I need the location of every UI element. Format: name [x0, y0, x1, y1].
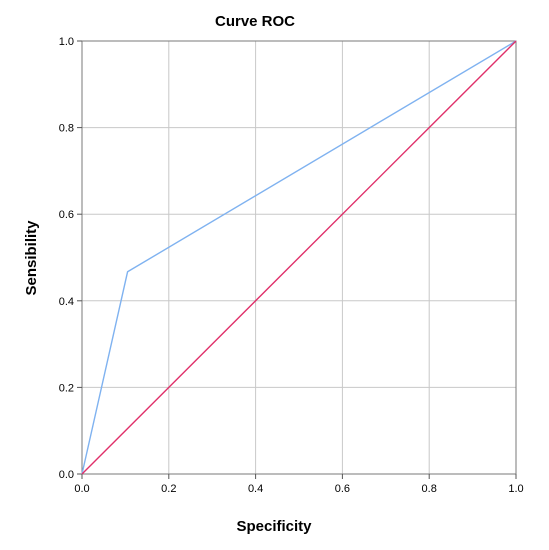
y-tick-label: 0.4 — [59, 296, 74, 308]
y-axis-label: Sensibility — [23, 220, 40, 296]
y-tick-label: 0.8 — [59, 123, 74, 135]
x-tick-label: 1.0 — [508, 483, 523, 495]
y-axis-ticks: 0.0 0.2 0.4 0.6 0.8 1.0 — [59, 36, 82, 481]
y-tick-label: 1.0 — [59, 36, 74, 48]
x-axis-label: Specificity — [236, 518, 312, 535]
chart-title: Curve ROC — [215, 13, 295, 30]
y-tick-label: 0.6 — [59, 209, 74, 221]
series-group — [81, 40, 517, 475]
y-tick-label: 0.0 — [59, 469, 74, 481]
x-tick-label: 0.0 — [74, 483, 89, 495]
x-tick-label: 0.4 — [248, 483, 263, 495]
reference-line — [81, 40, 517, 475]
x-tick-label: 0.2 — [161, 483, 176, 495]
x-tick-label: 0.6 — [335, 483, 350, 495]
x-tick-label: 0.8 — [422, 483, 437, 495]
y-tick-label: 0.2 — [59, 382, 74, 394]
x-axis-ticks: 0.0 0.2 0.4 0.6 0.8 1.0 — [74, 474, 524, 495]
plot-frame — [81, 40, 517, 475]
roc-curve-line — [81, 40, 517, 475]
